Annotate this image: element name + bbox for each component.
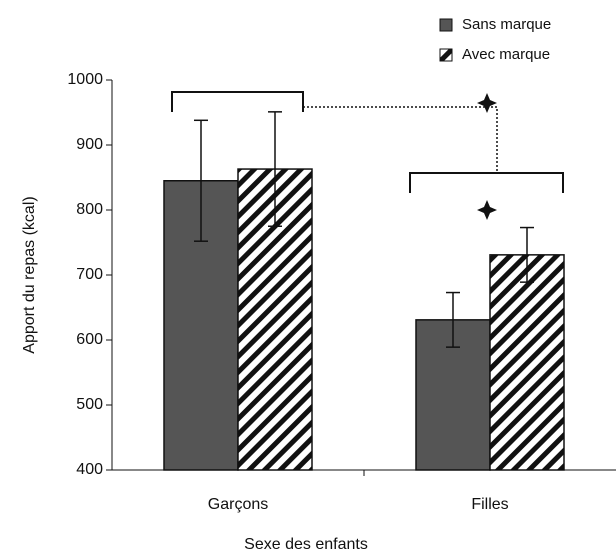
bar (489, 254, 565, 471)
y-axis-label: Apport du repas (kcal) (21, 196, 38, 353)
y-tick-label: 800 (76, 201, 103, 218)
y-tick-label: 500 (76, 396, 103, 413)
legend-label: Sans marque (462, 16, 551, 33)
error-bar (446, 291, 460, 348)
significance-star (477, 93, 497, 113)
legend-label: Avec marque (462, 46, 550, 63)
error-bar (268, 111, 282, 227)
bar (415, 319, 491, 471)
x-axis-label: Sexe des enfants (244, 536, 368, 553)
legend-swatch (439, 48, 453, 62)
legend-swatch (439, 18, 453, 32)
y-tick-label: 600 (76, 331, 103, 348)
error-bar (194, 119, 208, 242)
y-tick-label: 900 (76, 136, 103, 153)
bar (237, 168, 313, 471)
x-tick-label: Filles (471, 496, 508, 513)
error-bar (520, 226, 534, 283)
x-tick-label: Garçons (208, 496, 268, 513)
significance-star (477, 200, 497, 220)
annotations (171, 91, 564, 193)
y-tick-label: 700 (76, 266, 103, 283)
y-tick-label: 400 (76, 461, 103, 478)
y-tick-label: 1000 (67, 71, 103, 88)
